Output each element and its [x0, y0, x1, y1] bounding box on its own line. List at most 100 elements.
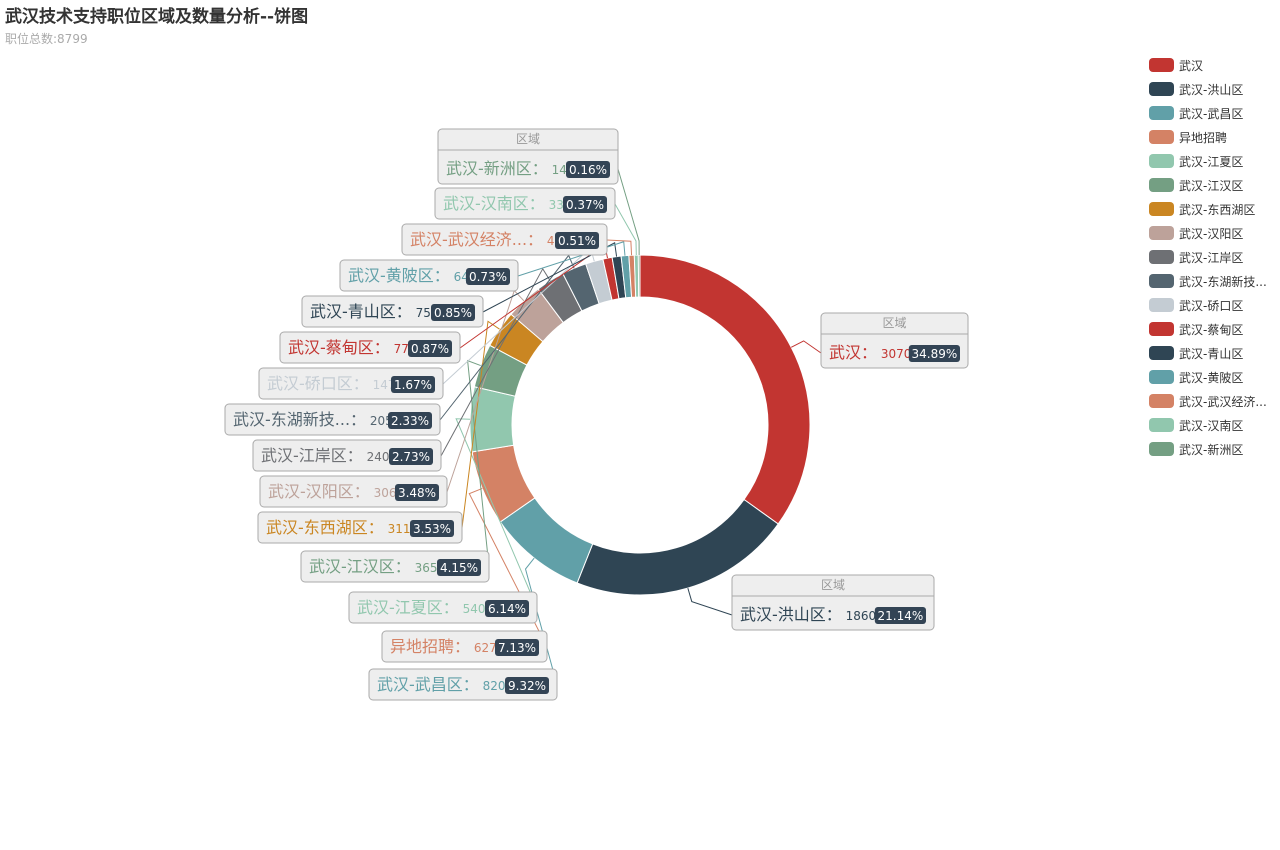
pie-slice[interactable] — [639, 254, 811, 525]
slice-label-name: 武汉-江岸区： — [261, 446, 363, 465]
slice-label-value: 14 — [548, 163, 567, 177]
label-leader-line — [461, 320, 500, 529]
slice-label-text: 武汉-洪山区： 1860 — [740, 605, 876, 624]
legend-label: 武汉-江岸区 — [1179, 250, 1244, 265]
slice-label-text: 武汉-东湖新技...： 205 — [233, 410, 393, 429]
percent-badge-text: 21.14% — [878, 609, 924, 623]
slice-label-name: 武汉-汉阳区： — [268, 482, 370, 501]
slice-label-name: 武汉-新洲区： — [446, 159, 548, 178]
legend-swatch — [1149, 82, 1174, 96]
legend-item[interactable]: 异地招聘 — [1149, 125, 1267, 149]
slice-label-text: 武汉-江夏区： 540 — [357, 598, 486, 617]
legend-label: 武汉-黄陂区 — [1179, 370, 1244, 385]
legend-item[interactable]: 武汉 — [1149, 53, 1267, 77]
chart-legend: 武汉 武汉-洪山区 武汉-武昌区 异地招聘 武汉-江夏区 武汉-江汉区 武汉-东西湖区 武汉-… — [1149, 53, 1267, 461]
legend-item[interactable]: 武汉-东西湖区 — [1149, 197, 1267, 221]
slice-label-name: 武汉： — [829, 343, 877, 362]
legend-item[interactable]: 武汉-东湖新技... — [1149, 269, 1267, 293]
legend-swatch — [1149, 370, 1174, 384]
percent-badge — [388, 412, 432, 429]
slice-label-value: 1860 — [842, 609, 876, 623]
percent-badge — [908, 345, 960, 362]
legend-item[interactable]: 武汉-硚口区 — [1149, 293, 1267, 317]
slice-label-text: 武汉-江岸区： 240 — [261, 446, 390, 465]
legend-item[interactable]: 武汉-洪山区 — [1149, 77, 1267, 101]
slice-label-value: 64 — [450, 270, 469, 284]
label-series-name: 区域 — [516, 132, 540, 146]
slice-label-name: 武汉-硚口区： — [267, 374, 369, 393]
label-leader-line — [614, 203, 637, 256]
percent-badge-text: 0.37% — [566, 198, 604, 212]
legend-swatch — [1149, 394, 1174, 408]
slice-label-value: 820 — [479, 679, 506, 693]
pie-slice[interactable] — [469, 386, 516, 453]
percent-badge — [395, 484, 439, 501]
legend-item[interactable]: 武汉-青山区 — [1149, 341, 1267, 365]
slice-label-value: 311 — [384, 522, 411, 536]
label-series-name: 区域 — [821, 578, 845, 592]
percent-badge — [874, 607, 926, 624]
slice-label-text: 武汉-新洲区： 14 — [446, 159, 567, 178]
slice-label-name: 武汉-江夏区： — [357, 598, 459, 617]
slice-label-text: 武汉-硚口区： 147 — [267, 374, 396, 393]
chart-subtitle: 职位总数:8799 — [5, 32, 88, 46]
percent-badge-text: 1.67% — [394, 378, 432, 392]
legend-item[interactable]: 武汉-武汉经济... — [1149, 389, 1267, 413]
slice-label-name: 武汉-江汉区： — [309, 557, 411, 576]
chart-title: 武汉技术支持职位区域及数量分析--饼图 — [5, 7, 309, 27]
legend-swatch — [1149, 130, 1174, 144]
label-leader-line — [440, 267, 551, 457]
label-series-name: 区域 — [882, 316, 906, 330]
pie-slice[interactable] — [637, 254, 641, 298]
label-leader-line — [482, 241, 618, 313]
legend-swatch — [1149, 178, 1174, 192]
percent-badge-text: 9.32% — [508, 679, 546, 693]
slice-label-value: 77 — [390, 342, 409, 356]
slice-label-name: 武汉-青山区： — [310, 302, 412, 321]
percent-badge — [466, 268, 510, 285]
percent-badge — [563, 196, 607, 213]
legend-item[interactable]: 武汉-汉南区 — [1149, 413, 1267, 437]
legend-item[interactable]: 武汉-江夏区 — [1149, 149, 1267, 173]
percent-badge — [437, 559, 481, 576]
legend-swatch — [1149, 346, 1174, 360]
percent-badge — [408, 340, 452, 357]
legend-item[interactable]: 武汉-新洲区 — [1149, 437, 1267, 461]
legend-label: 武汉-汉阳区 — [1179, 226, 1244, 241]
legend-swatch — [1149, 106, 1174, 120]
legend-label: 武汉-硚口区 — [1179, 298, 1244, 313]
legend-item[interactable]: 武汉-黄陂区 — [1149, 365, 1267, 389]
percent-badge-text: 2.73% — [392, 450, 430, 464]
percent-badge-text: 0.16% — [569, 163, 607, 177]
percent-badge-text: 0.87% — [411, 342, 449, 356]
slice-label-text: 武汉-蔡甸区： 77 — [288, 338, 409, 357]
legend-swatch — [1149, 226, 1174, 240]
percent-badge-text: 6.14% — [488, 602, 526, 616]
legend-label: 武汉-东湖新技... — [1179, 274, 1267, 289]
percent-badge-text: 3.53% — [413, 522, 451, 536]
slice-label-name: 武汉-武昌区： — [377, 675, 479, 694]
label-leader-line — [687, 587, 733, 616]
percent-badge — [485, 600, 529, 617]
percent-badge-text: 0.73% — [469, 270, 507, 284]
percent-badge — [495, 639, 539, 656]
percent-badge-text: 0.85% — [434, 306, 472, 320]
legend-item[interactable]: 武汉-武昌区 — [1149, 101, 1267, 125]
slice-label-name: 异地招聘： — [390, 637, 470, 656]
slice-label-text: 武汉-黄陂区： 64 — [348, 266, 469, 285]
legend-swatch — [1149, 442, 1174, 456]
legend-swatch — [1149, 58, 1174, 72]
slice-label-name: 武汉-蔡甸区： — [288, 338, 390, 357]
legend-item[interactable]: 武汉-江汉区 — [1149, 173, 1267, 197]
legend-item[interactable]: 武汉-江岸区 — [1149, 245, 1267, 269]
slice-label-name: 武汉-东湖新技...： — [233, 410, 366, 429]
legend-item[interactable]: 武汉-蔡甸区 — [1149, 317, 1267, 341]
label-leader-line — [455, 418, 538, 609]
legend-item[interactable]: 武汉-汉阳区 — [1149, 221, 1267, 245]
slice-label-text: 武汉-江汉区： 365 — [309, 557, 438, 576]
slice-label-text: 武汉-汉南区： 33 — [443, 194, 564, 213]
slice-label-text: 异地招聘： 627 — [390, 637, 497, 656]
legend-label: 武汉 — [1179, 58, 1204, 73]
legend-label: 异地招聘 — [1179, 130, 1228, 145]
